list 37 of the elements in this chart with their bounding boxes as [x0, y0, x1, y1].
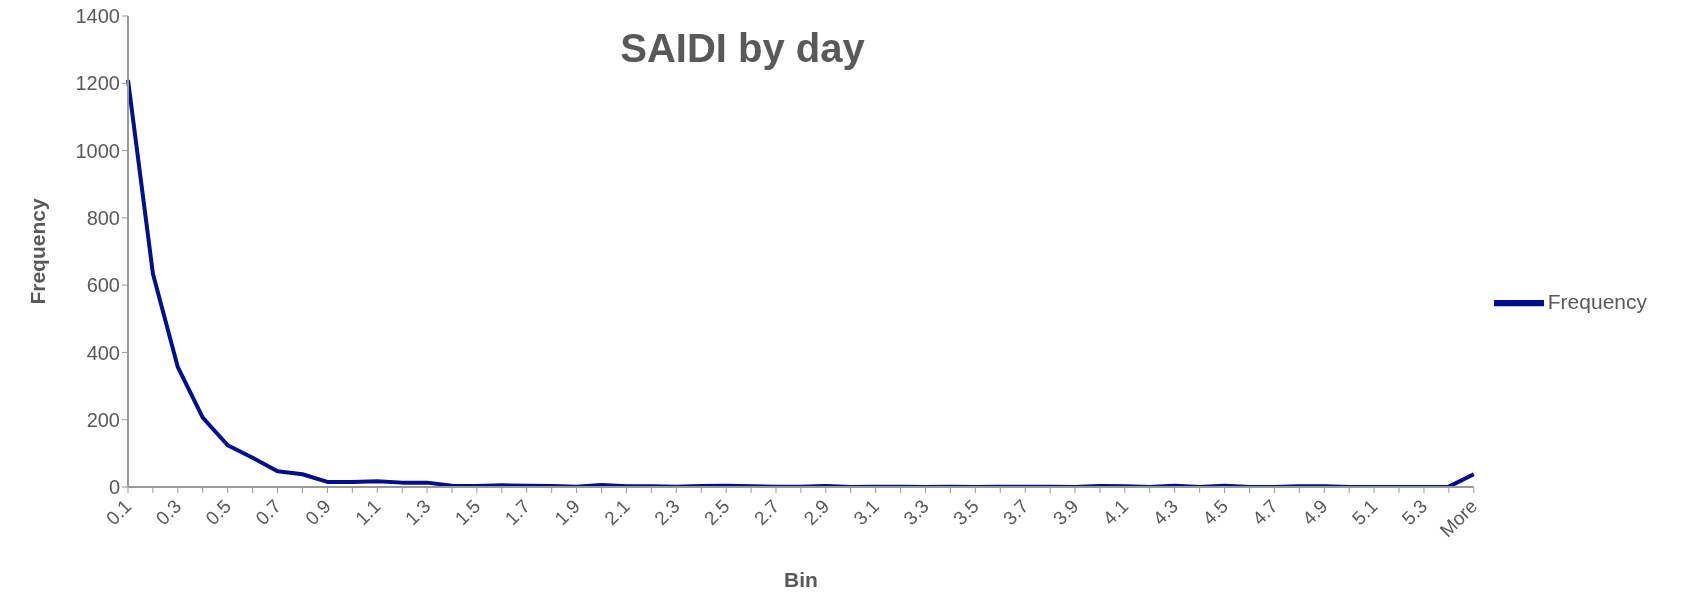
x-tick-label: 3.5 — [949, 495, 983, 530]
x-tick-label: 4.9 — [1298, 495, 1332, 530]
y-tick-label: 1000 — [75, 139, 120, 162]
y-tick-label: 800 — [86, 206, 120, 229]
x-tick-label: 5.1 — [1347, 495, 1382, 530]
x-tick-label: 2.9 — [799, 495, 834, 530]
x-tick-label: 2.1 — [600, 495, 634, 530]
y-tick-label: 1400 — [75, 5, 120, 28]
y-tick-label: 1200 — [75, 72, 120, 95]
x-tick-label: 1.1 — [351, 495, 385, 530]
x-tick-label: 2.7 — [749, 495, 784, 530]
x-tick-label: 4.3 — [1148, 495, 1183, 530]
x-tick-label: 4.5 — [1198, 495, 1232, 530]
y-tick-label: 200 — [86, 408, 120, 431]
x-tick-label: 3.3 — [899, 495, 933, 530]
x-tick-label: 0.7 — [251, 495, 285, 530]
y-tick-label: 400 — [86, 341, 120, 364]
x-tick-label: 0.3 — [151, 495, 186, 530]
x-tick-label: 2.5 — [700, 495, 734, 530]
x-tick-label: 3.7 — [999, 495, 1033, 530]
x-tick-label: 4.1 — [1098, 495, 1133, 530]
x-tick-label: 3.1 — [849, 495, 884, 530]
x-tick-label: 0.9 — [301, 495, 335, 530]
x-tick-label: 2.3 — [650, 495, 684, 530]
x-tick-label: 5.3 — [1397, 495, 1432, 530]
x-tick-label: 1.7 — [500, 495, 535, 530]
x-axis-title: Bin — [783, 568, 818, 591]
x-tick-label: 1.9 — [550, 495, 585, 530]
x-tick-label: 4.7 — [1248, 495, 1282, 530]
legend-label: Frequency — [1547, 289, 1647, 313]
x-tick-label: 1.3 — [400, 495, 435, 530]
x-tick-label: 3.9 — [1048, 495, 1083, 530]
x-tick-label: 0.5 — [201, 495, 236, 530]
x-tick-label: 1.5 — [450, 495, 485, 530]
y-tick-label: 600 — [86, 274, 120, 297]
chart-title: SAIDI by day — [619, 26, 866, 71]
y-axis-title: Frequency — [26, 198, 50, 305]
